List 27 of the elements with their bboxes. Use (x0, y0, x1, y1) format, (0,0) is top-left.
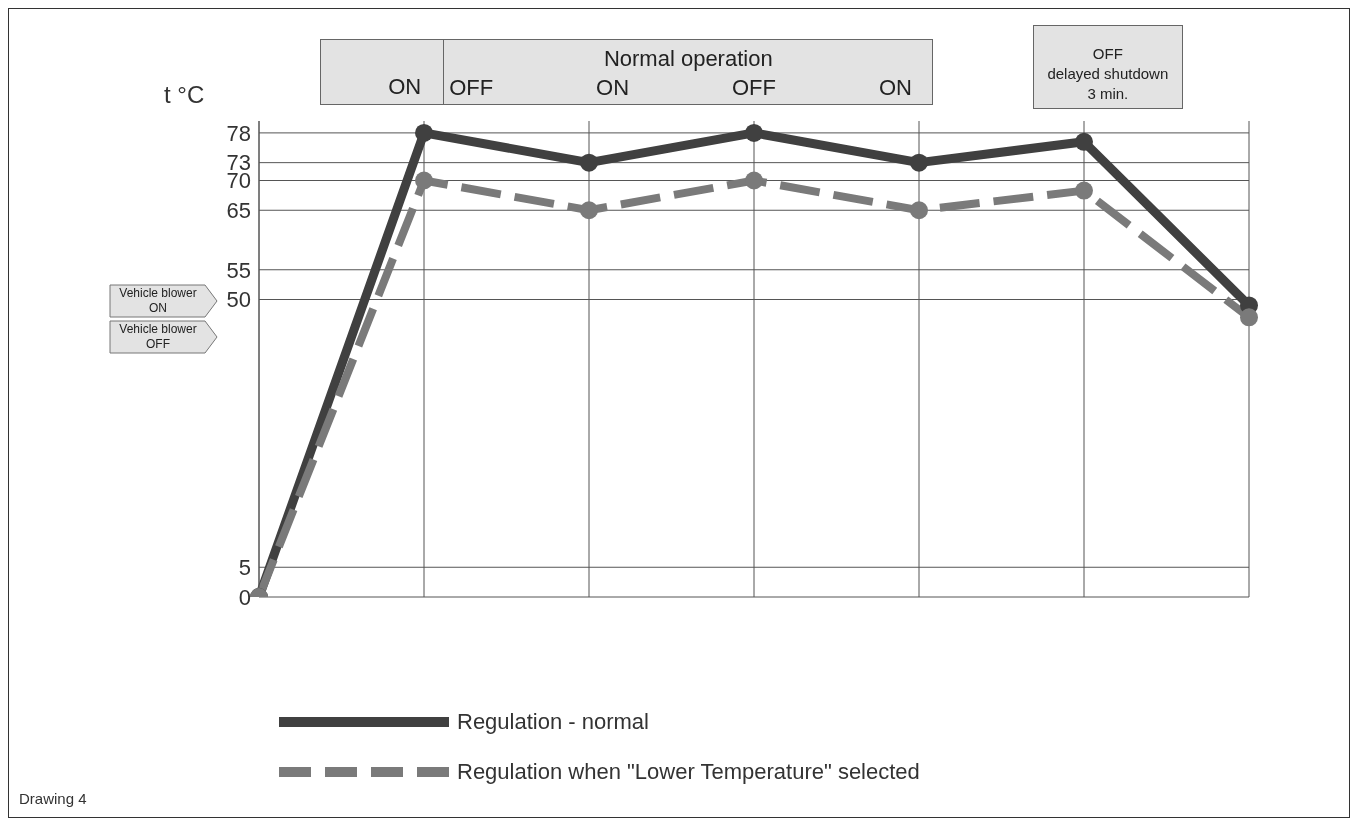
y-tick-label: 78 (226, 120, 251, 146)
y-tick-label: 5 (238, 555, 251, 581)
point (1075, 181, 1093, 200)
label-box: OFF delayed shutdown 3 min. (1032, 25, 1183, 109)
text: Vehicle blower ON (118, 286, 198, 316)
y-tick-label: 50 (226, 287, 251, 313)
point (415, 171, 433, 190)
legend-label: Regulation - normal (457, 709, 649, 735)
point (415, 123, 433, 142)
text: OFF (731, 75, 777, 101)
y-tick-label: 55 (226, 257, 251, 283)
point (1075, 132, 1093, 151)
point (745, 123, 763, 142)
y-tick-label: 0 (238, 584, 251, 610)
point (910, 201, 928, 220)
y-axis-title: t °C (164, 81, 205, 109)
point (580, 201, 598, 220)
y-tick-label: 65 (226, 198, 251, 224)
legend-label: Regulation when "Lower Temperature" selected (457, 759, 920, 785)
text: Vehicle blower OFF (118, 322, 198, 352)
text: Drawing 4 (19, 790, 87, 807)
text: ON (595, 75, 631, 101)
point (580, 153, 598, 172)
point (1240, 308, 1258, 327)
text: ON (877, 75, 913, 101)
point (745, 171, 763, 190)
point (910, 153, 928, 172)
